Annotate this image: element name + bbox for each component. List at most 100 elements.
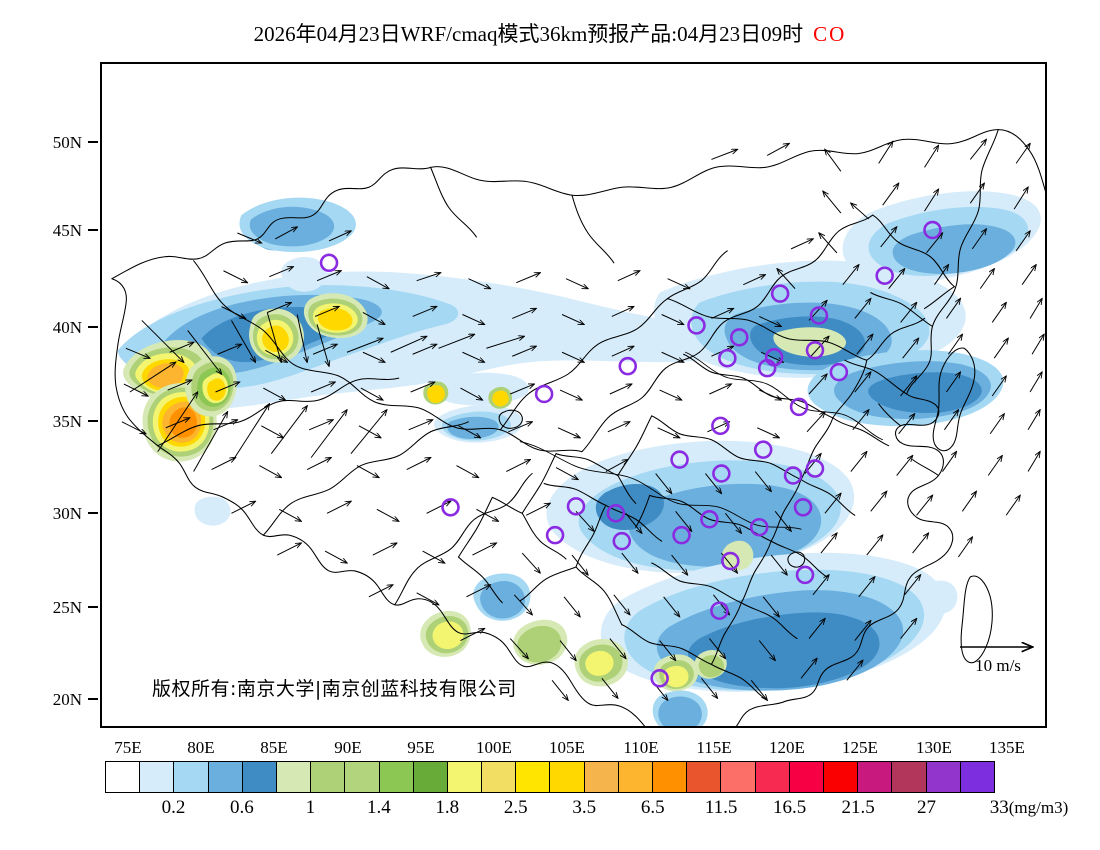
station-marker xyxy=(718,348,737,368)
contour-ne-1 xyxy=(892,224,1016,274)
lat-label-30n: 30N xyxy=(52,504,82,523)
colorbar-cell-20 xyxy=(789,762,824,792)
colorbar-cell-6 xyxy=(311,762,346,792)
station-marker xyxy=(753,440,773,459)
colorbar-tick-16.5: 16.5 xyxy=(772,797,807,818)
station-marker xyxy=(711,416,730,436)
colorbar-tick-0.2: 0.2 xyxy=(161,797,186,818)
colorbar-tick-2.5: 2.5 xyxy=(503,797,528,818)
colorbar-cell-1 xyxy=(140,762,175,792)
lon-label-135e: 135E xyxy=(989,738,1025,757)
station-marker-overlay xyxy=(319,220,942,688)
lat-tick-20n xyxy=(88,698,98,700)
colorbar-tick-11.5: 11.5 xyxy=(704,797,738,818)
lat-tick-40n xyxy=(88,326,98,328)
station-marker xyxy=(757,358,777,378)
colorbar-tick-1.4: 1.4 xyxy=(366,797,391,818)
hotspot-a-band-11.5 xyxy=(147,363,184,388)
colorbar-cell-14 xyxy=(584,762,619,792)
copyright-notice: 版权所有:南京大学|南京创蓝科技有限公司 xyxy=(152,678,517,700)
wind-vector-overlay xyxy=(121,140,1044,701)
map-canvas xyxy=(111,129,1045,726)
station-marker xyxy=(441,498,460,517)
se-core-b-3.5 xyxy=(585,650,614,676)
station-marker xyxy=(618,356,638,376)
province-boundaries xyxy=(111,129,1045,726)
lat-tick-50n xyxy=(88,141,98,143)
contour-yunnan-3.5 xyxy=(432,621,464,650)
hotspot-e-band-6.5 xyxy=(317,308,353,331)
lon-label-110e: 110E xyxy=(623,738,659,757)
contour-tibet-0.2 xyxy=(194,496,231,526)
lat-label-35n: 35N xyxy=(52,412,82,431)
page-title: 2026年04月23日WRF/cmaq模式36km预报产品:04月23日09时 C… xyxy=(0,18,1100,48)
station-marker xyxy=(793,498,813,517)
wind-scale-legend: 10 m/s xyxy=(952,634,1044,686)
station-marker xyxy=(612,531,632,551)
station-marker xyxy=(829,362,849,382)
title-text: 2026年04月23日WRF/cmaq模式36km预报产品:04月23日09时 xyxy=(253,22,804,46)
station-marker xyxy=(875,266,894,285)
lon-label-130e: 130E xyxy=(916,738,952,757)
title-species-label: CO xyxy=(813,22,847,46)
contour-hainan-1 xyxy=(658,696,702,726)
colorbar-tick-27: 27 xyxy=(917,797,937,818)
station-marker xyxy=(923,220,942,240)
qaidam-core-6.5 xyxy=(427,385,445,403)
lon-label-120e: 120E xyxy=(769,738,805,757)
qaidam-core2-6.5 xyxy=(492,390,509,407)
colorbar-cell-21 xyxy=(823,762,859,792)
lon-label-115e: 115E xyxy=(696,738,732,757)
colorbar-cell-11 xyxy=(482,762,517,792)
colorbar-tick-0.6: 0.6 xyxy=(230,797,254,818)
colorbar-cell-16 xyxy=(653,762,688,792)
contour-yangtze-1 xyxy=(628,483,822,567)
colorbar-tick-21.5: 21.5 xyxy=(841,797,875,818)
colorbar-cell-0 xyxy=(106,762,141,792)
station-marker xyxy=(534,384,554,404)
lon-label-100e: 100E xyxy=(476,738,512,757)
station-marker xyxy=(566,497,586,516)
lat-label-25n: 25N xyxy=(52,598,82,617)
contour-qaidam-1 xyxy=(447,416,499,439)
map-plot-area xyxy=(100,62,1047,728)
station-marker xyxy=(650,669,669,688)
colorbar-tick-6.5: 6.5 xyxy=(640,797,665,818)
colorbar-swatches xyxy=(105,761,995,793)
station-marker xyxy=(319,253,339,273)
colorbar-tick-3.5: 3.5 xyxy=(572,797,597,818)
lon-label-80e: 80E xyxy=(187,738,215,757)
wind-scale-arrow-icon xyxy=(960,634,1044,658)
lat-label-20n: 20N xyxy=(52,690,82,709)
station-marker xyxy=(805,341,825,360)
colorbar-cell-2 xyxy=(174,762,209,792)
colorbar-tick-1: 1 xyxy=(305,797,316,818)
lon-label-90e: 90E xyxy=(334,738,362,757)
contour-taiwan-0.2 xyxy=(920,580,958,615)
station-marker xyxy=(710,601,729,620)
colorbar-cell-3 xyxy=(208,762,243,792)
lat-tick-25n xyxy=(88,606,98,608)
lon-label-85e: 85E xyxy=(260,738,288,757)
colorbar-cell-13 xyxy=(550,762,585,792)
colorbar-cell-7 xyxy=(345,762,380,792)
station-marker xyxy=(795,565,815,585)
lat-label-40n: 40N xyxy=(52,318,82,337)
station-marker xyxy=(606,504,626,523)
hotspot-d-band-6.5 xyxy=(262,325,289,353)
station-marker xyxy=(749,517,769,537)
se-core-d-2.5 xyxy=(698,655,725,678)
colorbar-cell-17 xyxy=(687,762,722,792)
lon-label-105e: 105E xyxy=(549,738,585,757)
station-marker xyxy=(721,551,740,571)
contour-jungar-0.2 xyxy=(281,256,326,292)
station-marker xyxy=(770,284,790,303)
se-core-c-3.5 xyxy=(663,665,689,688)
colorbar-cell-22 xyxy=(858,762,893,792)
colorbar-cell-5 xyxy=(276,762,312,792)
colorbar-cell-24 xyxy=(926,762,961,792)
contour-guangxi-1 xyxy=(480,580,526,619)
station-marker xyxy=(672,525,691,545)
lat-tick-30n xyxy=(88,512,98,514)
